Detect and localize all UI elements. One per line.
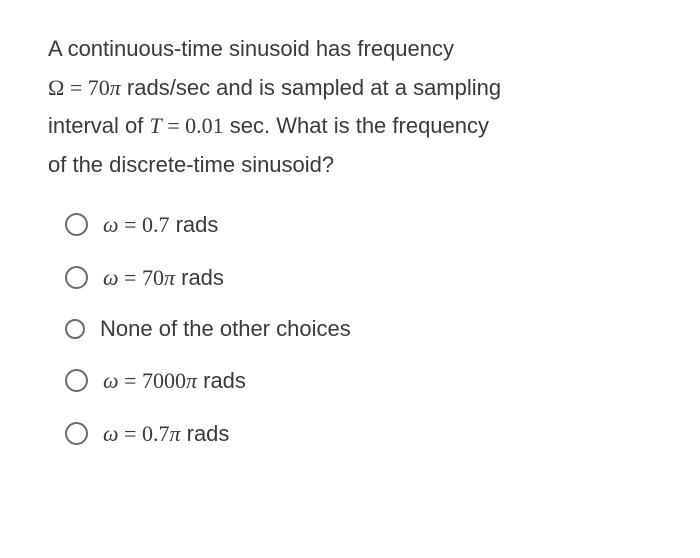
option-eq: = 0.7 — [119, 212, 170, 237]
option-unit: rads — [197, 368, 246, 393]
q-omega-cap: Ω — [48, 75, 64, 100]
q-line2-post: rads/sec and is sampled at a sampling — [121, 75, 501, 100]
option-plain: None of the other choices — [100, 316, 351, 341]
omega-symbol: ω — [103, 421, 119, 446]
q-line4: of the discrete-time sinusoid? — [48, 152, 334, 177]
pi-symbol: π — [169, 421, 180, 446]
option-eq: = 7000 — [119, 368, 186, 393]
option-label: ω = 7000π rads — [103, 370, 246, 392]
option-1[interactable]: ω = 0.7 rads — [64, 212, 660, 237]
option-unit: rads — [169, 212, 218, 237]
pi-symbol: π — [186, 368, 197, 393]
option-eq: = 0.7 — [119, 421, 170, 446]
options-group: ω = 0.7 rads ω = 70π rads None of the ot… — [64, 212, 660, 446]
option-unit: rads — [181, 421, 230, 446]
option-5[interactable]: ω = 0.7π rads — [64, 421, 660, 446]
radio-icon — [64, 368, 89, 393]
pi-symbol: π — [110, 75, 121, 100]
question-stem: A continuous-time sinusoid has frequency… — [48, 30, 660, 184]
radio-icon — [64, 421, 89, 446]
omega-symbol: ω — [103, 265, 119, 290]
radio-icon — [64, 212, 89, 237]
q-line3-eq: = 0.01 — [162, 113, 224, 138]
q-line3-post: sec. What is the frequency — [224, 113, 489, 138]
radio-icon — [64, 265, 89, 290]
option-eq: = 70 — [119, 265, 164, 290]
omega-symbol: ω — [103, 368, 119, 393]
q-line3-pre: interval of — [48, 113, 150, 138]
option-unit: rads — [175, 265, 224, 290]
q-T: T — [150, 113, 162, 138]
option-label: ω = 0.7π rads — [103, 423, 229, 445]
q-line1: A continuous-time sinusoid has frequency — [48, 36, 454, 61]
option-label: None of the other choices — [100, 318, 351, 340]
omega-symbol: ω — [103, 212, 119, 237]
q-line2-eq: = 70 — [64, 75, 109, 100]
option-3[interactable]: None of the other choices — [64, 318, 660, 340]
option-label: ω = 0.7 rads — [103, 214, 218, 236]
option-4[interactable]: ω = 7000π rads — [64, 368, 660, 393]
pi-symbol: π — [164, 265, 175, 290]
option-label: ω = 70π rads — [103, 267, 224, 289]
option-2[interactable]: ω = 70π rads — [64, 265, 660, 290]
radio-icon — [64, 318, 86, 340]
